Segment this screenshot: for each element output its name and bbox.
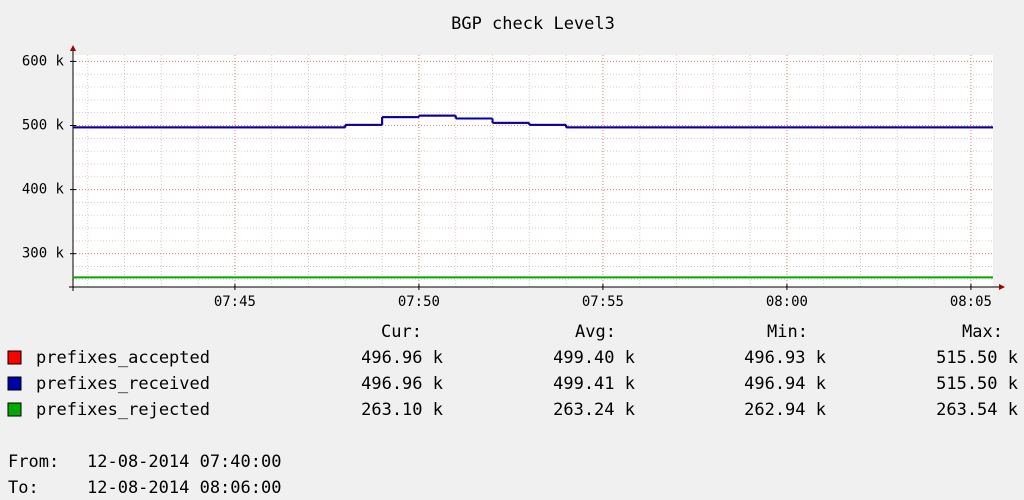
stat-value: 496.96 k <box>361 374 443 394</box>
legend-label: prefixes_rejected <box>36 400 210 420</box>
stat-value: 499.40 k <box>553 348 635 368</box>
stat-value: 263.10 k <box>361 400 443 420</box>
stat-header: Max: <box>962 322 1003 342</box>
x-tick-label: 07:45 <box>214 294 256 310</box>
stat-value: 496.94 k <box>744 374 826 394</box>
stat-value: 262.94 k <box>744 400 826 420</box>
stat-header: Cur: <box>381 322 422 342</box>
chart-title: BGP check Level3 <box>451 14 615 34</box>
stat-value: 496.96 k <box>361 348 443 368</box>
y-tick-label: 600 k <box>22 53 65 69</box>
stat-value: 263.24 k <box>553 400 635 420</box>
stat-value: 515.50 k <box>936 348 1018 368</box>
y-tick-label: 400 k <box>22 182 65 198</box>
stat-header: Min: <box>767 322 808 342</box>
x-tick-label: 07:55 <box>582 294 624 310</box>
x-tick-label: 07:50 <box>398 294 440 310</box>
footer-label: From: <box>8 452 59 472</box>
legend-label: prefixes_received <box>36 374 210 394</box>
stat-value: 515.50 k <box>936 374 1018 394</box>
y-axis-arrow <box>70 45 76 51</box>
footer-value: 12-08-2014 08:06:00 <box>87 478 281 498</box>
footer-value: 12-08-2014 07:40:00 <box>87 452 281 472</box>
stat-header: Avg: <box>575 322 616 342</box>
legend-swatch <box>7 376 22 391</box>
legend-label: prefixes_accepted <box>36 348 210 368</box>
stat-value: 499.41 k <box>553 374 635 394</box>
x-axis-arrow <box>999 284 1005 290</box>
legend-swatch <box>7 350 22 365</box>
stat-value: 263.54 k <box>936 400 1018 420</box>
stat-value: 496.93 k <box>744 348 826 368</box>
legend-swatch <box>7 402 22 417</box>
plot-area <box>73 55 993 287</box>
x-tick-label: 08:00 <box>766 294 808 310</box>
x-tick-label: 08:05 <box>950 294 992 310</box>
footer-label: To: <box>8 478 39 498</box>
y-tick-label: 300 k <box>22 246 65 262</box>
y-tick-label: 500 k <box>22 117 65 133</box>
